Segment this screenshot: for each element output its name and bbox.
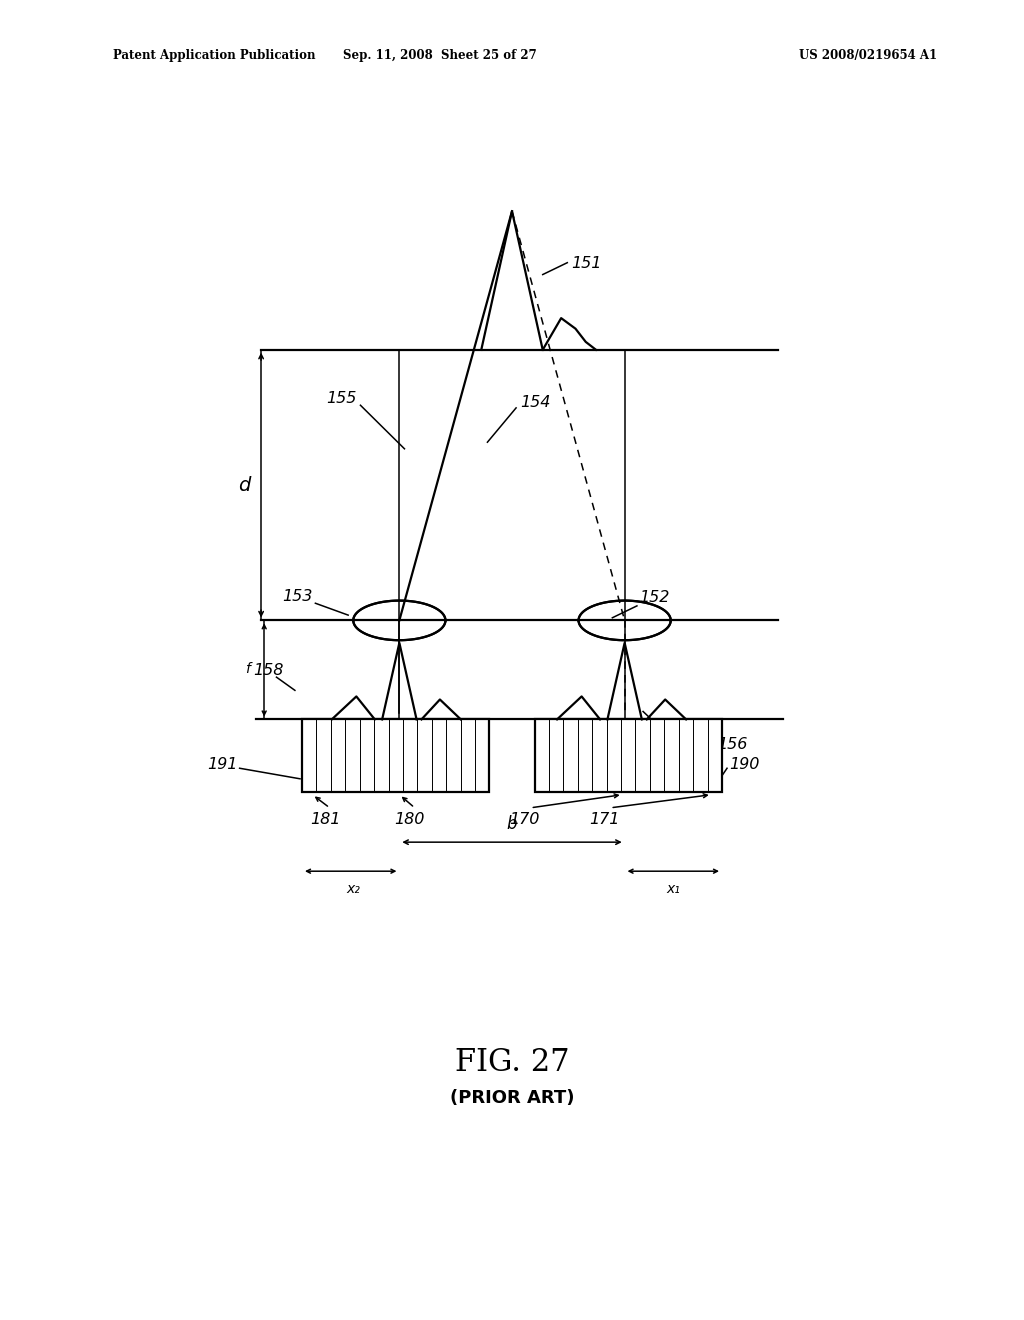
Text: 191: 191 (207, 756, 238, 772)
Text: US 2008/0219654 A1: US 2008/0219654 A1 (799, 49, 937, 62)
Text: 180: 180 (394, 812, 425, 826)
Text: 154: 154 (520, 395, 551, 411)
Text: Patent Application Publication: Patent Application Publication (113, 49, 315, 62)
Text: 171: 171 (589, 812, 620, 826)
Text: 157: 157 (660, 722, 691, 738)
Bar (535, 719, 722, 792)
Text: b: b (507, 814, 517, 833)
Text: Sep. 11, 2008  Sheet 25 of 27: Sep. 11, 2008 Sheet 25 of 27 (343, 49, 538, 62)
Text: 155: 155 (326, 391, 356, 407)
Text: 153: 153 (282, 589, 312, 605)
Text: 170: 170 (509, 812, 540, 826)
Text: 151: 151 (571, 256, 602, 272)
Text: 156: 156 (717, 737, 748, 752)
Text: f: f (245, 663, 250, 676)
Text: 190: 190 (729, 756, 760, 772)
Bar (302, 719, 489, 792)
Text: FIG. 27: FIG. 27 (455, 1047, 569, 1078)
Text: x₁: x₁ (667, 882, 680, 896)
Text: 181: 181 (310, 812, 341, 826)
Text: x₂: x₂ (347, 882, 360, 896)
Text: d: d (239, 475, 251, 495)
Text: 152: 152 (639, 590, 670, 606)
Text: (PRIOR ART): (PRIOR ART) (450, 1089, 574, 1107)
Text: 158: 158 (253, 663, 284, 678)
